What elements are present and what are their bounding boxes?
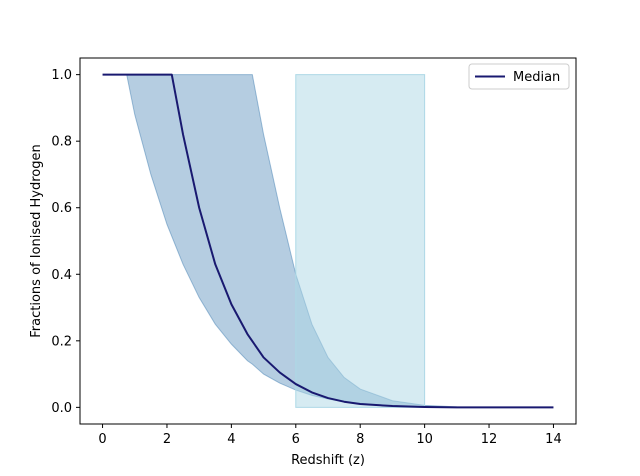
x-axis-label: Redshift (z): [291, 453, 365, 468]
legend: Median: [468, 63, 570, 90]
y-tick-label: 0.8: [51, 135, 72, 150]
redshift-span: [295, 74, 426, 408]
y-tick-label: 0.0: [51, 401, 72, 416]
y-tick-label: 0.2: [51, 334, 72, 349]
plot-frame: [79, 57, 577, 425]
legend-label-median: Median: [513, 70, 560, 85]
y-tick-label: 1.0: [51, 68, 72, 83]
series-line-median: [102, 73, 554, 409]
y-tick-label: 0.6: [51, 201, 72, 216]
x-tick-label: 6: [292, 432, 300, 447]
x-tick-label: 4: [227, 432, 235, 447]
x-tick-label: 10: [416, 432, 433, 447]
legend-frame: [468, 63, 570, 90]
x-tick-label: 2: [163, 432, 171, 447]
plot-layers: [102, 73, 554, 409]
x-tick-label: 8: [356, 432, 364, 447]
y-axis: 0.0 0.2 0.4 0.6 0.8 1.0: [51, 68, 80, 416]
y-tick-label: 0.4: [51, 268, 72, 283]
x-tick-label: 0: [98, 432, 106, 447]
y-axis-label: Fractions of Ionised Hydrogen: [29, 144, 44, 337]
x-axis: 0 2 4 6 8 10 12 14: [98, 424, 562, 447]
x-tick-label: 12: [481, 432, 498, 447]
x-tick-label: 14: [545, 432, 562, 447]
confidence-band: [126, 74, 554, 408]
